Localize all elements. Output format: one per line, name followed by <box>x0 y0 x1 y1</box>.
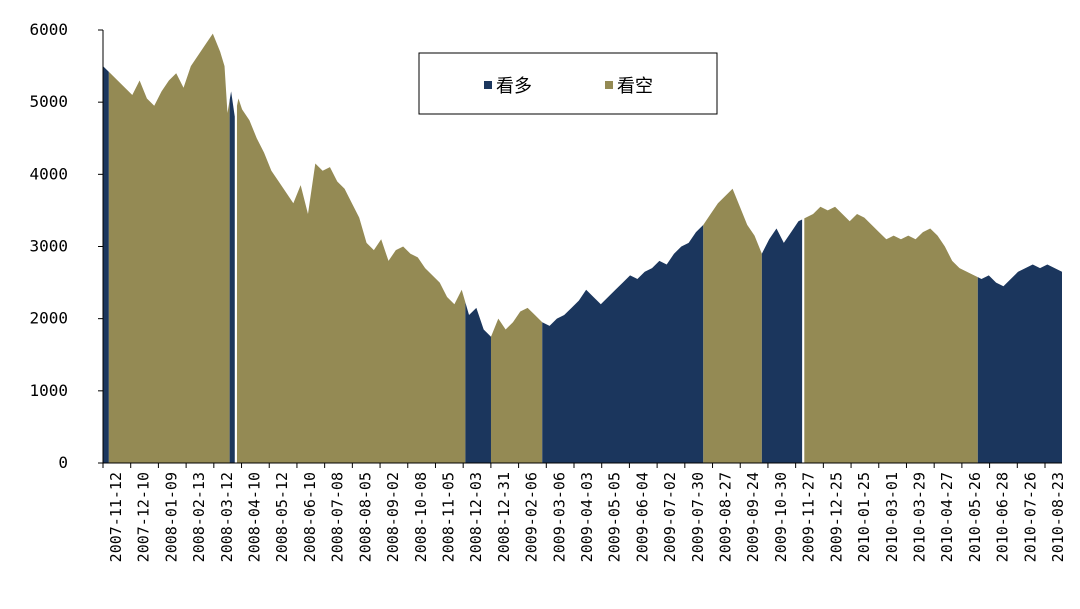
x-tick-label-7: 2008-05-12 <box>273 472 291 562</box>
x-tick-label-31: 2010-04-27 <box>938 472 956 562</box>
x-tick-label-34: 2010-07-26 <box>1021 472 1039 562</box>
x-tick-label-20: 2009-06-04 <box>633 472 651 562</box>
y-tick-label-2000: 2000 <box>29 309 68 328</box>
regime-area-8 <box>703 188 762 463</box>
x-tick-label-29: 2010-03-01 <box>883 472 901 562</box>
legend-swatch-bull <box>484 81 492 89</box>
x-tick-label-3: 2008-01-09 <box>162 472 180 562</box>
x-tick-label-35: 2010-08-23 <box>1049 472 1067 562</box>
x-tick-label-6: 2008-04-10 <box>246 472 264 562</box>
regime-area-2 <box>108 33 230 464</box>
x-tick-label-32: 2010-05-26 <box>966 472 984 562</box>
x-tick-label-10: 2008-08-05 <box>356 472 374 562</box>
x-tick-label-4: 2008-02-13 <box>190 472 208 562</box>
x-tick-label-24: 2009-09-24 <box>744 472 762 562</box>
x-tick-label-12: 2008-10-08 <box>412 472 430 562</box>
y-tick-label-0: 0 <box>58 453 68 472</box>
x-tick-label-21: 2009-07-02 <box>661 472 679 562</box>
x-tick-label-27: 2009-12-25 <box>827 472 845 562</box>
x-tick-label-9: 2008-07-08 <box>329 472 347 562</box>
y-tick-label-4000: 4000 <box>29 164 68 183</box>
regime-area-10 <box>804 206 978 463</box>
y-tick-label-5000: 5000 <box>29 92 68 111</box>
x-tick-label-13: 2008-11-05 <box>439 472 457 562</box>
legend-box <box>418 52 718 115</box>
regime-area-9 <box>761 219 803 463</box>
x-tick-label-1: 2007-11-12 <box>107 472 125 562</box>
x-tick-label-11: 2008-09-02 <box>384 472 402 562</box>
regime-area-11 <box>977 264 1062 463</box>
y-axis-ticks: 0 1000 2000 3000 4000 5000 6000 <box>29 20 103 472</box>
x-tick-label-5: 2008-03-12 <box>218 472 236 562</box>
legend-label-bear: 看空 <box>617 76 653 97</box>
y-tick-label-3000: 3000 <box>29 237 68 256</box>
y-tick-label-1000: 1000 <box>29 381 68 400</box>
x-tick-label-25: 2009-10-30 <box>772 472 790 562</box>
regime-area-6 <box>490 307 543 463</box>
y-tick-label-6000: 6000 <box>29 20 68 39</box>
x-tick-label-30: 2010-03-29 <box>910 472 928 562</box>
regime-area-4 <box>236 98 466 463</box>
x-tick-label-8: 2008-06-10 <box>301 472 319 562</box>
x-tick-label-19: 2009-05-05 <box>606 472 624 562</box>
legend-label-bull: 看多 <box>496 76 532 97</box>
regime-area-3 <box>229 91 235 463</box>
regime-area-5 <box>465 302 491 463</box>
x-tick-label-2: 2007-12-10 <box>135 472 153 562</box>
regime-area-1 <box>103 66 109 463</box>
x-tick-label-16: 2009-02-06 <box>523 472 541 562</box>
regime-area-7 <box>542 224 704 463</box>
x-tick-label-18: 2009-04-03 <box>578 472 596 562</box>
x-tick-label-26: 2009-11-27 <box>800 472 818 562</box>
axes <box>102 30 1062 464</box>
x-tick-label-28: 2010-01-25 <box>855 472 873 562</box>
x-tick-label-14: 2008-12-03 <box>467 472 485 562</box>
x-tick-label-22: 2009-07-30 <box>689 472 707 562</box>
x-axis-ticks: 2007-11-12 2007-12-10 2008-01-09 2008-02-13… <box>102 463 1067 562</box>
legend: 看多 看空 <box>418 52 718 115</box>
regime-areas <box>103 33 1062 464</box>
x-tick-label-17: 2009-03-06 <box>550 472 568 562</box>
legend-swatch-bear <box>605 81 613 89</box>
x-tick-label-33: 2010-06-28 <box>994 472 1012 562</box>
x-tick-label-15: 2008-12-31 <box>495 472 513 562</box>
x-tick-label-23: 2009-08-27 <box>717 472 735 562</box>
